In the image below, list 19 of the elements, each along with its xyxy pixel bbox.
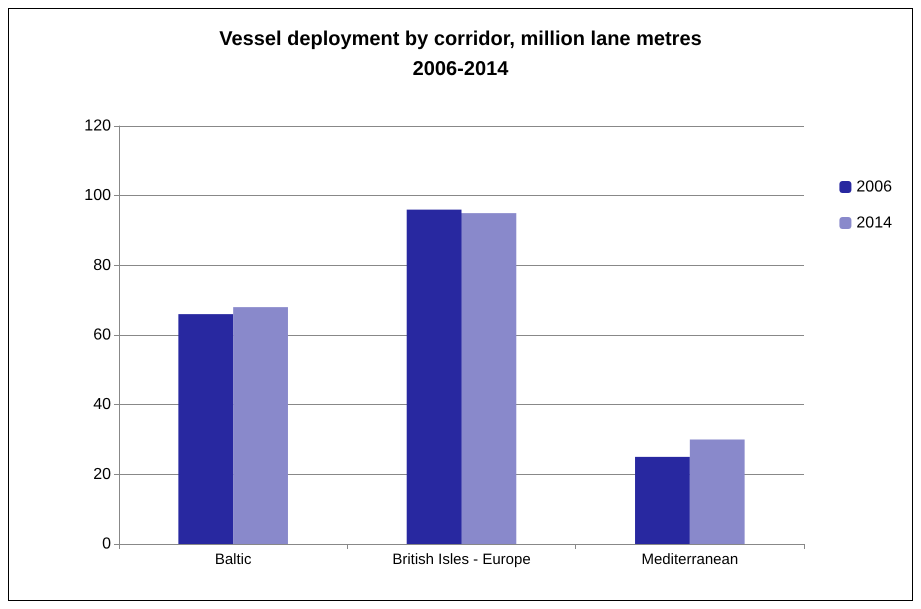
bar bbox=[635, 456, 690, 544]
bar bbox=[406, 210, 462, 544]
y-tick-label: 60 bbox=[93, 326, 112, 344]
bar bbox=[462, 213, 516, 544]
y-tick-label: 20 bbox=[93, 466, 112, 483]
x-tick-label: Baltic bbox=[214, 551, 252, 568]
x-tick-label: Mediterranean bbox=[641, 551, 738, 568]
bar bbox=[233, 307, 288, 544]
y-tick-label: 100 bbox=[84, 187, 112, 204]
bar bbox=[690, 440, 745, 544]
y-tick-label: 120 bbox=[84, 118, 112, 134]
legend-label: 2006 bbox=[856, 178, 892, 196]
y-tick-label: 40 bbox=[93, 396, 112, 414]
chart-title: Vessel deployment by corridor, million lane metres 2006-2014 bbox=[219, 28, 702, 80]
legend-label: 2014 bbox=[856, 214, 892, 232]
bar bbox=[178, 314, 234, 544]
y-tick-label: 80 bbox=[93, 256, 112, 274]
x-tick-label: British Isles - Europe bbox=[392, 551, 531, 568]
y-tick-label: 0 bbox=[102, 536, 112, 552]
